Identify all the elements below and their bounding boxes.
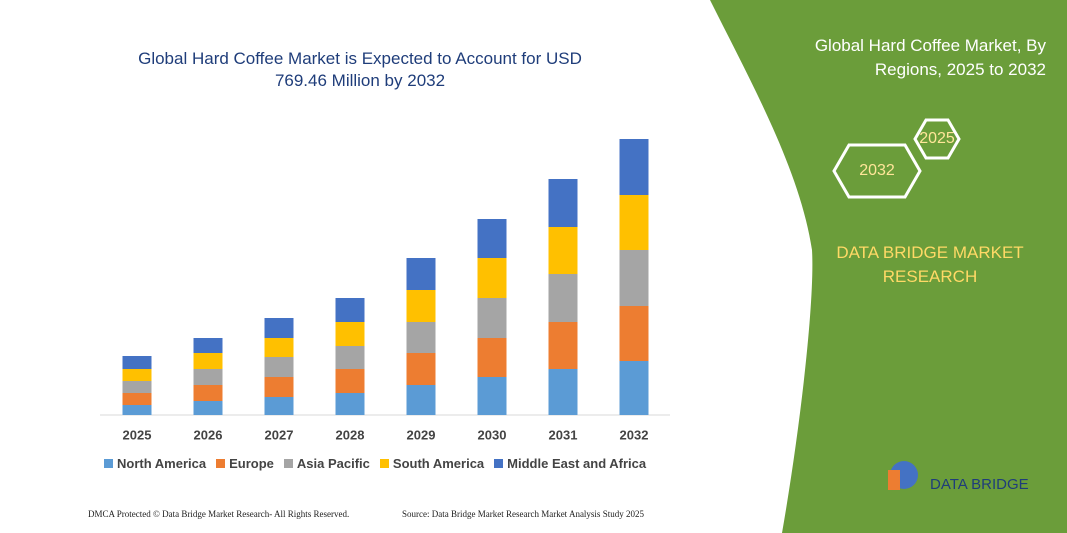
green-panel — [710, 0, 1067, 533]
x-tick-label: 2027 — [265, 427, 294, 442]
bar-segment — [477, 377, 507, 415]
bar-segment — [264, 397, 294, 415]
legend-item: Middle East and Africa — [494, 456, 646, 471]
badge-label: 2025 — [919, 130, 955, 147]
legend-label: South America — [392, 456, 485, 471]
bar-segment — [619, 195, 649, 250]
legend-swatch — [104, 459, 113, 468]
bar-segment — [619, 306, 649, 361]
bar-segment — [477, 219, 507, 258]
bar-segment — [619, 361, 649, 415]
bar-segment — [122, 381, 152, 393]
x-tick-label: 2026 — [194, 427, 223, 442]
bar-segment — [477, 338, 507, 377]
hexagon — [913, 118, 961, 160]
logo-mark — [888, 470, 900, 490]
bar-segment — [264, 318, 294, 338]
legend-label: Middle East and Africa — [507, 456, 647, 471]
bar-segment — [335, 346, 365, 369]
bar-segment — [335, 369, 365, 393]
legend-swatch — [379, 459, 389, 468]
bar-segment — [548, 274, 578, 322]
bar-segment — [193, 401, 223, 415]
legend-label: Asia Pacific — [296, 456, 370, 471]
bar-segment — [264, 357, 294, 377]
bar-segment — [548, 227, 578, 274]
footer-right: Source: Data Bridge Market Research Mark… — [402, 509, 644, 519]
bar-segment — [335, 298, 365, 322]
legend-swatch — [494, 459, 504, 468]
bar-segment — [619, 250, 649, 306]
legend-label: Europe — [229, 456, 274, 471]
bar-segment — [193, 369, 223, 385]
bar-segment — [122, 405, 152, 415]
logo-text: DATA BRIDGE — [930, 476, 1029, 493]
bar-segment — [548, 369, 578, 415]
hexagon — [832, 143, 922, 199]
bar-segment — [193, 385, 223, 401]
bar-segment — [264, 338, 294, 357]
bar-segment — [406, 385, 436, 415]
bar-segment — [619, 139, 649, 195]
x-tick-label: 2032 — [620, 427, 649, 442]
brand: DATA BRIDGE MARKET RESEARCH — [836, 243, 1024, 286]
bar-segment — [548, 179, 578, 227]
legend-item: Europe — [216, 456, 274, 471]
bar-segment — [548, 322, 578, 369]
bar-segment — [406, 322, 436, 353]
chart-title: Global Hard Coffee Market is Expected to… — [138, 49, 582, 90]
bar-segment — [193, 353, 223, 369]
bar-segment — [406, 290, 436, 322]
bar-segment — [477, 258, 507, 298]
bar-segment — [264, 377, 294, 397]
legend-item: Asia Pacific — [283, 456, 370, 471]
legend: North America Europe Asia Pacific South Ame… — [104, 456, 646, 471]
bar-segment — [406, 353, 436, 385]
x-tick-label: 2028 — [336, 427, 365, 442]
x-tick-label: 2030 — [478, 427, 507, 442]
bar-segment — [477, 298, 507, 338]
bar-segment — [122, 369, 152, 381]
legend-swatch — [216, 459, 226, 468]
legend-item: South America — [379, 456, 485, 471]
legend-label: North America — [117, 456, 207, 471]
legend-swatch — [283, 459, 293, 468]
x-tick-label: 2025 — [123, 427, 152, 442]
bar-segment — [335, 393, 365, 415]
bar-segment — [193, 338, 223, 353]
footer-left: DMCA Protected © Data Bridge Market Rese… — [88, 509, 350, 519]
badge-label: 2032 — [859, 162, 895, 179]
bar-segment — [122, 393, 152, 405]
bar-segment — [335, 322, 365, 346]
x-tick-label: 2029 — [407, 427, 436, 442]
bar-segment — [122, 356, 152, 369]
legend-item: North America — [104, 456, 206, 471]
panel-title: Global Hard Coffee Market, By Regions, 2… — [814, 36, 1046, 79]
bar-segment — [406, 258, 436, 290]
x-tick-label: 2031 — [549, 427, 578, 442]
